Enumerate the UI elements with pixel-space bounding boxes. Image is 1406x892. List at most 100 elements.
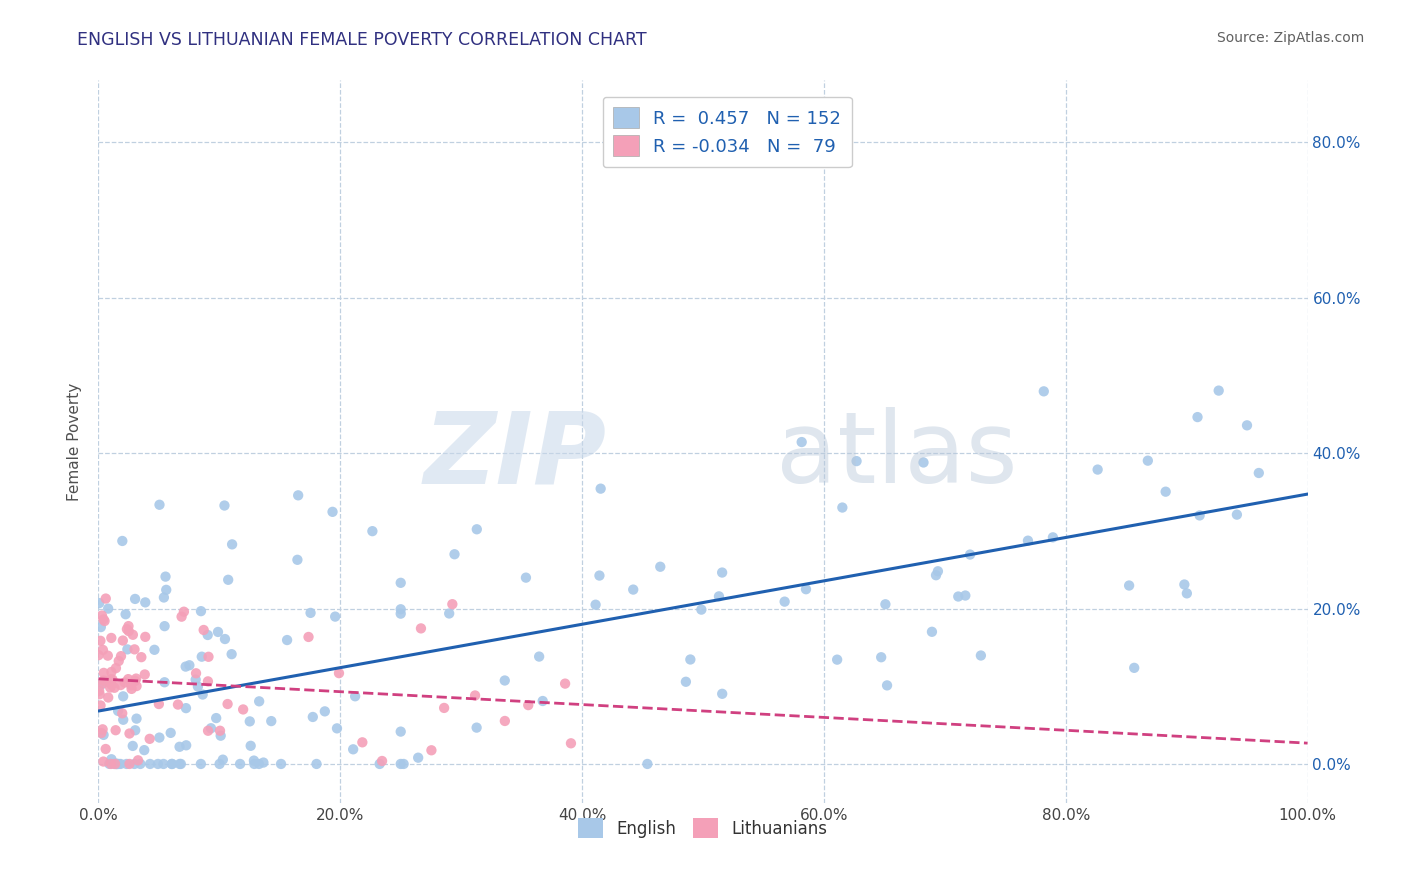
Point (117, 672, 139, 686)
Point (111, 533, 134, 548)
Point (527, 649, 550, 664)
Point (636, 756, 658, 771)
Point (389, 575, 412, 590)
Point (342, 742, 364, 756)
Point (921, 624, 943, 639)
Point (93, 614, 115, 628)
Text: Source: ZipAtlas.com: Source: ZipAtlas.com (1216, 31, 1364, 45)
Point (107, 654, 129, 668)
Point (112, 713, 135, 727)
Point (118, 756, 141, 771)
Point (1032, 384, 1054, 399)
Point (1154, 484, 1177, 499)
Point (299, 606, 322, 620)
Point (105, 756, 128, 771)
Point (134, 630, 156, 644)
Point (153, 675, 176, 690)
Point (621, 582, 644, 597)
Point (239, 739, 262, 753)
Point (121, 681, 143, 696)
Point (433, 701, 456, 715)
Point (125, 712, 148, 726)
Point (90, 620, 112, 634)
Point (531, 694, 554, 708)
Point (146, 756, 169, 771)
Point (174, 739, 197, 753)
Point (160, 756, 183, 771)
Point (588, 568, 610, 582)
Point (711, 566, 734, 580)
Point (494, 714, 516, 728)
Point (247, 694, 270, 708)
Point (122, 628, 145, 642)
Point (93, 612, 115, 626)
Point (139, 756, 162, 771)
Point (124, 723, 146, 738)
Point (243, 756, 266, 771)
Point (155, 569, 177, 583)
Point (190, 649, 212, 664)
Point (197, 723, 219, 738)
Point (110, 649, 132, 664)
Point (420, 743, 443, 757)
Point (465, 721, 488, 735)
Point (322, 505, 344, 519)
Point (90, 678, 112, 692)
Point (94, 591, 117, 606)
Point (107, 704, 129, 718)
Point (125, 672, 148, 686)
Point (297, 630, 319, 644)
Point (90, 698, 112, 713)
Point (155, 582, 177, 597)
Point (184, 666, 207, 681)
Point (970, 648, 993, 663)
Legend: English, Lithuanians: English, Lithuanians (572, 812, 834, 845)
Text: ZIP: ZIP (423, 408, 606, 505)
Point (1118, 578, 1140, 592)
Point (679, 652, 702, 666)
Point (110, 756, 132, 771)
Point (179, 658, 201, 673)
Point (221, 537, 243, 551)
Point (209, 729, 232, 743)
Point (217, 573, 239, 587)
Point (1175, 586, 1198, 600)
Point (515, 571, 537, 585)
Point (1247, 466, 1270, 480)
Point (361, 524, 384, 538)
Point (89, 683, 111, 698)
Point (169, 756, 191, 771)
Point (93, 665, 115, 680)
Point (91, 643, 114, 657)
Point (876, 678, 898, 692)
Point (131, 650, 153, 665)
Point (197, 628, 219, 642)
Point (120, 678, 142, 692)
Point (314, 704, 336, 718)
Point (389, 602, 412, 616)
Point (148, 498, 170, 512)
Point (711, 687, 734, 701)
Point (1236, 418, 1258, 433)
Point (1123, 661, 1146, 675)
Point (1187, 410, 1209, 425)
Point (111, 706, 134, 721)
Point (98, 756, 121, 771)
Point (103, 756, 125, 771)
Point (124, 642, 146, 657)
Point (229, 756, 252, 771)
Point (115, 622, 138, 636)
Point (125, 679, 148, 693)
Point (1173, 577, 1195, 591)
Point (287, 553, 309, 567)
Point (187, 680, 209, 694)
Point (190, 756, 212, 771)
Point (1208, 384, 1230, 398)
Point (124, 756, 146, 771)
Point (170, 756, 193, 771)
Point (301, 710, 323, 724)
Point (406, 750, 429, 764)
Point (207, 624, 229, 639)
Point (114, 607, 136, 622)
Point (134, 743, 156, 757)
